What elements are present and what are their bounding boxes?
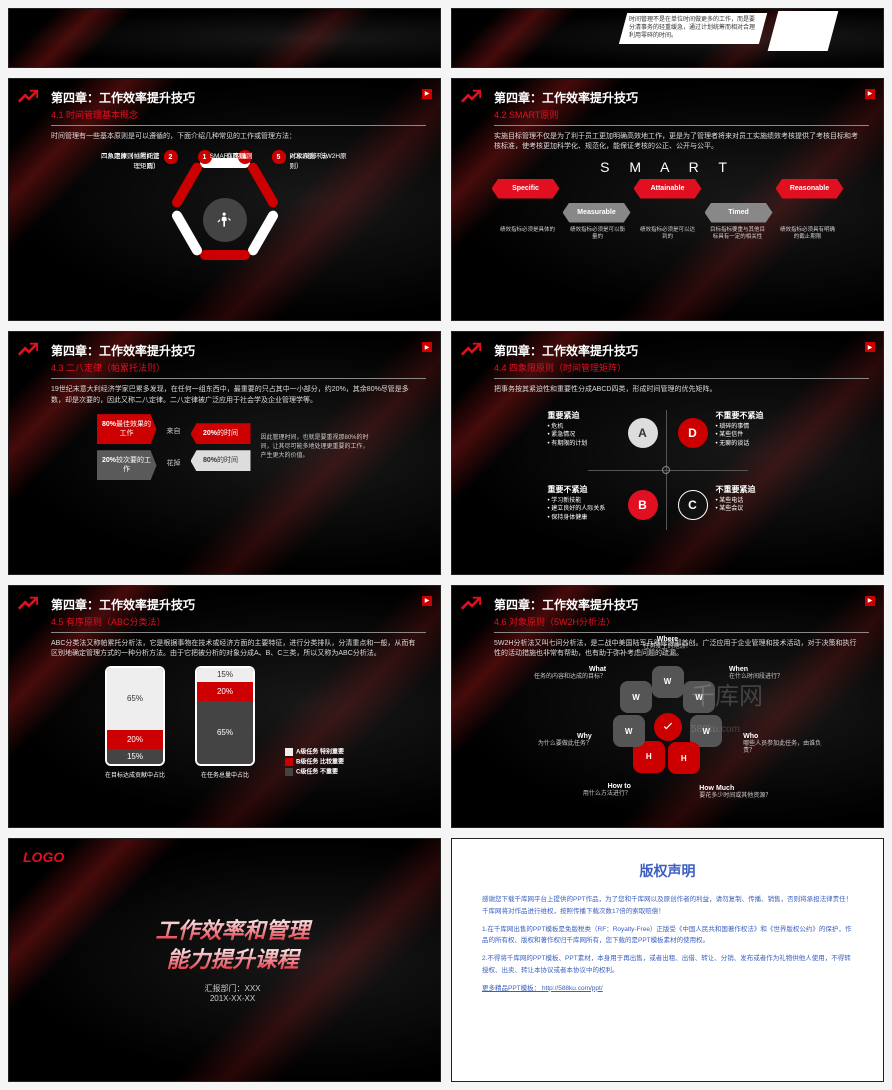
- arrow-up-icon: [17, 594, 39, 616]
- petal-label: Who哪些人员参加此任务，由谁负责？: [743, 733, 823, 756]
- slide-top-left: [8, 8, 441, 68]
- pareto-left-top: 80%最佳效果的工作: [97, 414, 157, 444]
- quad-b-text: 重要不紧迫• 学习新技能• 建立良好的人际关系• 保持身体健康: [548, 484, 626, 522]
- tag-timed: Timed: [705, 203, 773, 223]
- pareto-right-top: 20%的时间: [191, 423, 251, 444]
- quad-d-circle: D: [678, 418, 708, 448]
- smart-descriptions: 绩效指标必须是具体的 绩效指标必须是可以衡量的 绩效指标必须是可以达到的 目标指…: [466, 223, 869, 241]
- slide-4-5: 第四章：工作效率提升技巧 4.5 有序原则（ABC分类法） ABC分类法又称帕累…: [8, 585, 441, 829]
- arrow-up-icon: [460, 340, 482, 362]
- petal-label: Why为什么要做此任务？: [512, 733, 592, 749]
- slide-top-right: 时间管理不是在单位时间做更多的工作，而是要分清事务的轻重缓急，通过计划统筹而相对…: [451, 8, 884, 68]
- body-text: 时间管理有一些基本原则是可以遵循的，下面介绍几种常见的工作或管理方法：: [51, 132, 416, 143]
- flower-diagram: WWhere任务发生的地点？WWhen在什么时间段进行？WWho哪些人员参加此任…: [593, 662, 743, 792]
- hexagon-diagram: 1 6 5 4 3 2 SMART原则 对象原则（5W2H原则） PDCA循环法…: [120, 150, 330, 290]
- tank-legend: A级任务 特别重要 B级任务 比较重要 C级任务 不重要: [285, 748, 344, 779]
- cover-meta: 汇报部门：XXX 201X-XX-XX: [39, 983, 426, 1003]
- quad-c-text: 不重要紧迫• 某些电话• 某些会议: [716, 484, 786, 514]
- matrix-diagram: A D B C 重要紧迫• 危机• 紧急情况• 有期限的计划 不重要不紧迫• 琐…: [558, 400, 778, 540]
- slide-copyright: 版权声明 感谢您下载千库网平台上提供的PPT作品，为了您和千库网以及原创作者的利…: [451, 838, 884, 1082]
- top-text-box: 时间管理不是在单位时间做更多的工作，而是要分清事务的轻重缓急，通过计划统筹而相对…: [619, 13, 767, 44]
- more-link[interactable]: 更多精品PPT模板： http://588ku.com/ppt/: [482, 985, 603, 992]
- slide-4-2: 第四章：工作效率提升技巧 4.2 SMART原则 实施目标管理不仅是为了利于员工…: [451, 78, 884, 322]
- petal-label: When在什么时间段进行？: [729, 666, 809, 682]
- chapter-title: 第四章：工作效率提升技巧: [51, 89, 426, 106]
- arrow-up-icon: [460, 87, 482, 109]
- pareto-note: 因此管理时间，也就是要重视那80%的时间，让其尽可能多地处理更重要的工作，产生更…: [261, 434, 371, 461]
- arrow-up-icon: [17, 340, 39, 362]
- petal-label: What任务的内容和达成的目标？: [526, 666, 606, 682]
- tanks-chart: 65% 20% 15% 在目标达成贡献中占比 15% 20% 65% 在任务总量…: [23, 666, 426, 779]
- slide-cover: LOGO 工作效率和管理 能力提升课程 汇报部门：XXX 201X-XX-XX: [8, 838, 441, 1082]
- petal-label: How to用什么方法进行？: [551, 783, 631, 799]
- petal-how-much: H: [668, 742, 700, 774]
- smart-row-top: Specific Attainable Reasonable: [492, 179, 844, 199]
- copyright-p3: 2.不得将千库网的PPT模板、PPT素材，本身用于再出售，或者出租、出借、转让、…: [482, 953, 853, 976]
- center-dot: [662, 466, 670, 474]
- section-subtitle: 4.5 有序原则（ABC分类法）: [51, 615, 426, 633]
- body-text: ABC分类法又称帕累托分析法，它是根据事物在技术或经济方面的主要特征，进行分类排…: [51, 639, 416, 660]
- person-icon: [203, 198, 247, 242]
- body-text: 19世纪末意大利经济学家巴累多发现，在任何一组东西中，最重要的只占其中一小部分，…: [51, 385, 416, 406]
- section-subtitle: 4.2 SMART原则: [494, 108, 869, 126]
- copyright-p2: 1.在千库网出售的PPT模板是免版税类（RF：Royalty-Free）正版受《…: [482, 924, 853, 947]
- quad-c-circle: C: [678, 490, 708, 520]
- tag-reasonable: Reasonable: [776, 179, 844, 199]
- quad-a-circle: A: [628, 418, 658, 448]
- tank-1: 65% 20% 15%: [105, 666, 165, 766]
- check-icon: [654, 713, 682, 741]
- smart-heading: S M A R T: [466, 159, 869, 175]
- quad-a-text: 重要紧迫• 危机• 紧急情况• 有期限的计划: [548, 410, 626, 448]
- quad-b-circle: B: [628, 490, 658, 520]
- pareto-diagram: 80%最佳效果的工作 20%较次要的工作 来自 花掉 20%的时间 80%的时间…: [51, 414, 416, 480]
- cover-title-2: 能力提升课程: [39, 946, 426, 975]
- logo-text: LOGO: [23, 849, 64, 865]
- copyright-p1: 感谢您下载千库网平台上提供的PPT作品，为了您和千库网以及原创作者的利益，请勿复…: [482, 894, 853, 917]
- nav-next-button[interactable]: [422, 342, 432, 352]
- chapter-title: 第四章：工作效率提升技巧: [494, 89, 869, 106]
- slide-grid: 时间管理不是在单位时间做更多的工作，而是要分清事务的轻重缓急，通过计划统筹而相对…: [8, 8, 884, 1082]
- nav-next-button[interactable]: [865, 596, 875, 606]
- slide-4-4: 第四章：工作效率提升技巧 4.4 四象限原则（时间管理矩阵） 把事务按其紧迫性和…: [451, 331, 884, 575]
- tag-specific: Specific: [492, 179, 560, 199]
- body-text: 实施目标管理不仅是为了利于员工更加明确高效地工作，更是为了管理者将来对员工实施绩…: [494, 132, 859, 153]
- pareto-right-bottom: 80%的时间: [191, 450, 251, 471]
- section-subtitle: 4.3 二八定律（帕累托法则）: [51, 361, 426, 379]
- tag-measurable: Measurable: [563, 203, 631, 223]
- tag-attainable: Attainable: [634, 179, 702, 199]
- petal-label: Where任务发生的地点？: [628, 636, 708, 652]
- pareto-left-bottom: 20%较次要的工作: [97, 450, 157, 480]
- slide-4-3: 第四章：工作效率提升技巧 4.3 二八定律（帕累托法则） 19世纪末意大利经济学…: [8, 331, 441, 575]
- petal-where: W: [652, 666, 684, 698]
- chapter-title: 第四章：工作效率提升技巧: [51, 342, 426, 359]
- section-subtitle: 4.1 时间管理基本概念: [51, 108, 426, 126]
- section-subtitle: 4.6 对象原则（5W2H分析法）: [494, 615, 869, 633]
- nav-next-button[interactable]: [422, 89, 432, 99]
- nav-next-button[interactable]: [422, 596, 432, 606]
- petal-why: W: [613, 715, 645, 747]
- chapter-title: 第四章：工作效率提升技巧: [51, 596, 426, 613]
- arrow-up-icon: [17, 87, 39, 109]
- copyright-title: 版权声明: [640, 859, 696, 884]
- petal-when: W: [683, 681, 715, 713]
- top-wedge: [768, 11, 839, 51]
- smart-row-bottom: Measurable Timed: [526, 203, 810, 223]
- cover-title-1: 工作效率和管理: [39, 917, 426, 946]
- arrow-up-icon: [460, 594, 482, 616]
- slide-4-1: 第四章：工作效率提升技巧 4.1 时间管理基本概念 时间管理有一些基本原则是可以…: [8, 78, 441, 322]
- slide-4-6: 第四章：工作效率提升技巧 4.6 对象原则（5W2H分析法） 5W2H分析法又叫…: [451, 585, 884, 829]
- tank-2: 15% 20% 65%: [195, 666, 255, 766]
- section-subtitle: 4.4 四象限原则（时间管理矩阵）: [494, 361, 869, 379]
- petal-what: W: [620, 681, 652, 713]
- chapter-title: 第四章：工作效率提升技巧: [494, 342, 869, 359]
- quad-d-text: 不重要不紧迫• 琐碎的事情• 某些信件• 无聊的谈话: [716, 410, 786, 448]
- nav-next-button[interactable]: [865, 89, 875, 99]
- petal-label: How Much要花多少时间或其他资源？: [699, 785, 779, 801]
- nav-next-button[interactable]: [865, 342, 875, 352]
- chapter-title: 第四章：工作效率提升技巧: [494, 596, 869, 613]
- body-text: 把事务按其紧迫性和重要性分成ABCD四类，形成时间管理的优先矩阵。: [494, 385, 859, 396]
